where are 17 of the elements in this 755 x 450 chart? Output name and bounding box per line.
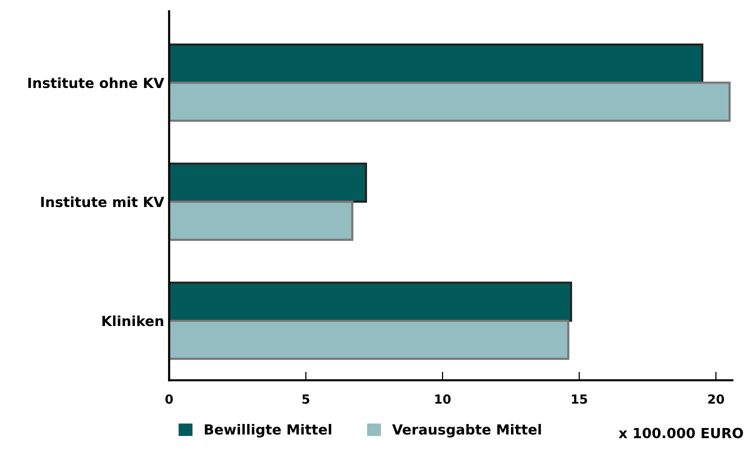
legend-label: Bewilligte Mittel [204, 424, 332, 438]
bar [169, 44, 704, 84]
y-tick-label: Institute ohne KV [28, 77, 164, 88]
bar [169, 320, 570, 360]
y-tick-label: Institute mit KV [41, 196, 164, 208]
x-axis-title: x 100.000 EURO [618, 428, 743, 438]
bar [169, 200, 354, 241]
y-tick-label: Kliniken [102, 315, 164, 326]
bar [169, 82, 731, 122]
legend-label: Verausgabte Mittel [392, 424, 541, 438]
x-tick-label: 10 [435, 394, 451, 404]
bar [169, 162, 368, 203]
x-tick-label: 20 [708, 394, 724, 404]
x-tick-label: 15 [572, 394, 588, 404]
bar [169, 282, 572, 322]
x-tick-label: 0 [165, 394, 173, 404]
x-tick-label: 5 [302, 394, 310, 404]
